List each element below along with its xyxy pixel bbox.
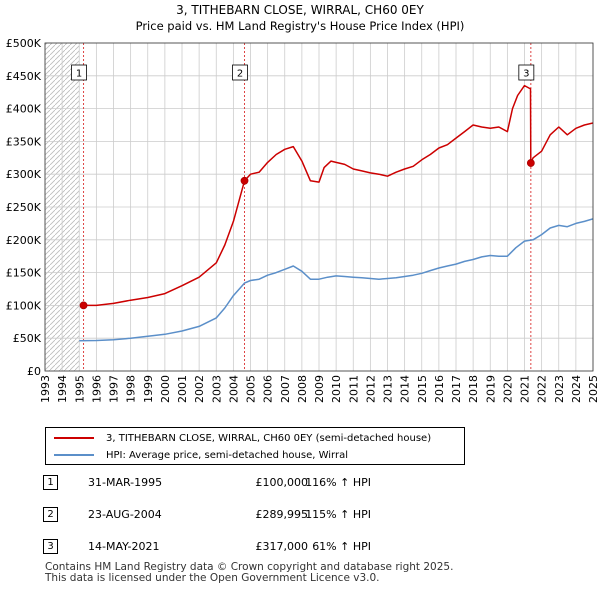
series-line: [83, 84, 593, 307]
chart-title: 3, TITHEBARN CLOSE, WIRRAL, CH60 0EY: [176, 3, 424, 17]
sale-hpi-change: 116% ↑ HPI: [305, 476, 371, 489]
x-tick-label: 2008: [296, 375, 309, 403]
x-tick-label: 1994: [56, 375, 69, 403]
sale-number-badge: 2: [43, 507, 58, 522]
legend-swatch-hpi: [54, 454, 94, 456]
annotation-label: 1: [76, 69, 82, 80]
plot-frame: [44, 42, 594, 372]
x-tick-label: 1996: [90, 375, 103, 403]
x-tick-label: 2019: [484, 375, 497, 403]
y-tick-label: £200K: [6, 234, 42, 247]
legend: 3, TITHEBARN CLOSE, WIRRAL, CH60 0EY (se…: [45, 427, 465, 465]
legend-item-hpi: HPI: Average price, semi-detached house,…: [54, 448, 348, 462]
x-tick-label: 2022: [536, 375, 549, 403]
sale-date: 23-AUG-2004: [88, 508, 162, 521]
legend-label-price: 3, TITHEBARN CLOSE, WIRRAL, CH60 0EY (se…: [106, 432, 432, 444]
x-tick-label: 1995: [73, 375, 86, 403]
footer-copyright: Contains HM Land Registry data © Crown c…: [45, 561, 454, 573]
annotation-label: 2: [237, 69, 243, 80]
x-tick-label: 2013: [382, 375, 395, 403]
x-tick-label: 2000: [159, 375, 172, 403]
x-tick-label: 2004: [227, 375, 240, 403]
x-tick-label: 2012: [364, 375, 377, 403]
x-tick-label: 2002: [193, 375, 206, 403]
y-tick-label: £50K: [13, 332, 42, 345]
sale-point: [79, 301, 88, 310]
sale-annotations: 1 2 3: [71, 64, 535, 81]
x-tick-label: 2006: [262, 375, 275, 403]
y-tick-label: £250K: [6, 201, 42, 214]
sale-points: [79, 159, 535, 310]
x-tick-label: 2009: [313, 375, 326, 403]
y-axis-ticks: £0 £50K £100K £150K £200K £250K £300K £350K £400…: [6, 37, 42, 378]
x-tick-label: 2023: [553, 375, 566, 403]
sale-price: £289,995: [255, 508, 309, 521]
x-tick-label: 2001: [176, 375, 189, 403]
sale-date-markers: [83, 43, 532, 371]
sale-point: [526, 159, 535, 167]
y-tick-label: £300K: [6, 168, 42, 181]
y-tick-label: £0: [27, 365, 41, 378]
x-tick-label: 2018: [467, 375, 480, 403]
x-tick-label: 2010: [330, 375, 343, 403]
x-tick-label: 1997: [108, 375, 121, 403]
x-axis-ticks: 1993 1994 1995 1996 1997 1998 1999 2000 2001 2002…: [39, 375, 600, 403]
chart-subtitle: Price paid vs. HM Land Registry's House …: [136, 19, 465, 33]
y-tick-label: £400K: [6, 103, 42, 116]
x-tick-label: 2015: [416, 375, 429, 403]
x-tick-label: 2011: [347, 375, 360, 403]
x-tick-label: 1993: [39, 375, 52, 403]
x-tick-label: 2007: [279, 375, 292, 403]
x-tick-label: 2024: [570, 375, 583, 403]
legend-swatch-price: [54, 437, 94, 439]
grid-lines: [44, 42, 594, 372]
sale-point: [240, 176, 249, 185]
annotation-label: 3: [523, 69, 529, 80]
y-tick-label: £450K: [6, 70, 42, 83]
legend-item-price: 3, TITHEBARN CLOSE, WIRRAL, CH60 0EY (se…: [54, 431, 431, 445]
x-tick-label: 2005: [245, 375, 258, 403]
x-tick-label: 2003: [210, 375, 223, 403]
x-tick-label: 2020: [501, 375, 514, 403]
x-tick-label: 2016: [433, 375, 446, 403]
x-tick-label: 1998: [125, 375, 138, 403]
annotation-box: [71, 64, 87, 81]
sale-price: £100,000: [255, 476, 309, 489]
sale-number-badge: 1: [43, 475, 58, 490]
footer: Contains HM Land Registry data © Crown c…: [45, 562, 453, 584]
sale-hpi-change: 61% ↑ HPI: [312, 540, 371, 553]
series-lines: [79, 84, 593, 342]
annotation-box: [232, 64, 248, 81]
sale-hpi-change: 115% ↑ HPI: [305, 508, 371, 521]
x-tick-label: 2014: [399, 375, 412, 403]
y-tick-label: £150K: [6, 267, 42, 280]
y-tick-label: £100K: [6, 299, 42, 312]
chart: 3, TITHEBARN CLOSE, WIRRAL, CH60 0EY Pri…: [6, 3, 600, 403]
sale-date: 14-MAY-2021: [88, 540, 160, 553]
annotation-box: [518, 64, 535, 81]
x-tick-label: 2021: [519, 375, 532, 403]
sale-number-badge: 3: [43, 539, 58, 554]
footer-licence: This data is licensed under the Open Gov…: [45, 572, 380, 584]
series-line: [79, 218, 593, 342]
sale-date: 31-MAR-1995: [88, 476, 163, 489]
x-tick-label: 2025: [587, 375, 600, 403]
y-tick-label: £350K: [6, 135, 42, 148]
y-tick-label: £500K: [6, 37, 42, 50]
legend-label-hpi: HPI: Average price, semi-detached house,…: [106, 449, 349, 461]
sale-price: £317,000: [255, 540, 309, 553]
x-tick-label: 2017: [450, 375, 463, 403]
x-tick-label: 1999: [142, 375, 155, 403]
